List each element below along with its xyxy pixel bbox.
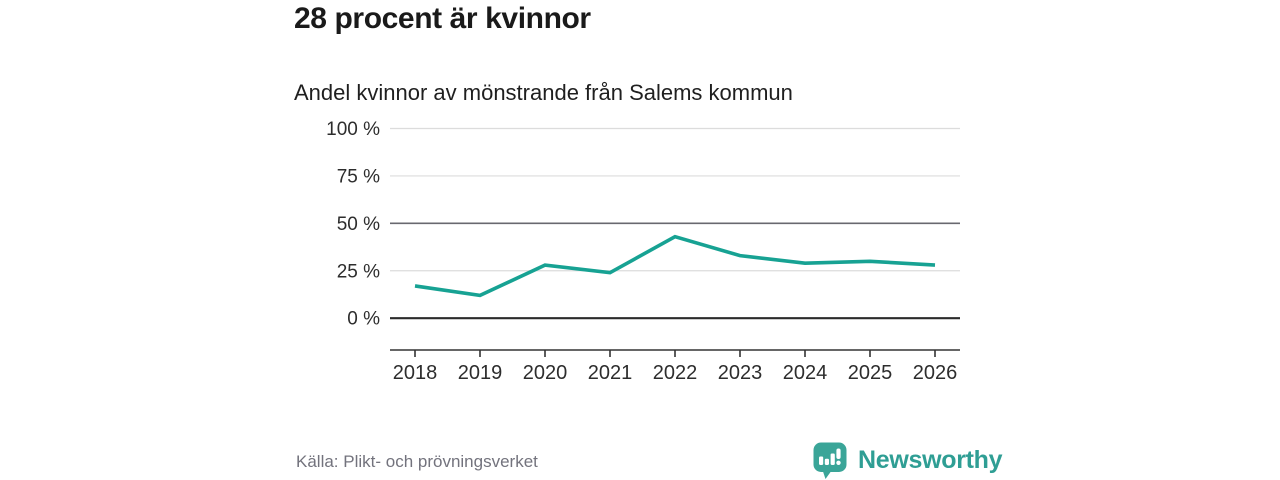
newsworthy-bubble-chart-icon	[812, 441, 849, 480]
chart-subtitle: Andel kvinnor av mönstrande från Salems …	[294, 80, 793, 105]
newsworthy-logo: Newsworthy	[812, 441, 1003, 480]
x-axis-label: 2024	[783, 362, 828, 384]
x-axis-label: 2022	[653, 362, 698, 384]
y-axis-label: 100 %	[326, 119, 380, 140]
x-axis-label: 2020	[523, 362, 568, 384]
x-axis-label: 2019	[458, 362, 503, 384]
y-axis-label: 0 %	[347, 309, 380, 330]
x-axis-label: 2021	[588, 362, 633, 384]
x-axis-label: 2023	[718, 362, 763, 384]
data-series-line	[414, 234, 936, 298]
x-axis-label: 2018	[393, 362, 438, 384]
y-axis-label: 75 %	[337, 166, 380, 187]
x-axis-label: 2026	[913, 362, 958, 384]
newsworthy-wordmark: Newsworthy	[858, 446, 1003, 474]
logo-bubble	[813, 442, 847, 472]
x-axis-label: 2025	[848, 362, 893, 384]
y-axis-label: 50 %	[337, 214, 380, 235]
logo-bubble-tail	[822, 470, 832, 479]
y-axis-label: 25 %	[337, 261, 380, 282]
page-title: 28 procent är kvinnor	[294, 2, 591, 35]
source-note: Källa: Plikt- och prövningsverket	[296, 452, 538, 471]
